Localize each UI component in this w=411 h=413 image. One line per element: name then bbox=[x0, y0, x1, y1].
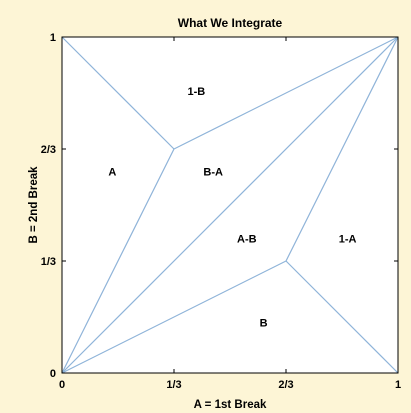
boundary-line-7 bbox=[285, 260, 399, 374]
boundary-line-4 bbox=[61, 36, 399, 374]
boundary-line-6 bbox=[285, 36, 399, 262]
x-tick-label-1: 0 bbox=[59, 379, 65, 391]
ticks-layer: 0 1/3 2/3 1 0 1/3 2/3 1 bbox=[41, 32, 401, 391]
diagram-title: What We Integrate bbox=[178, 16, 283, 30]
x-tick-label-3: 2/3 bbox=[278, 379, 293, 391]
x-tick-label-2: 1/3 bbox=[166, 379, 181, 391]
y-tick-label-4: 1 bbox=[50, 32, 56, 44]
boundary-line-3 bbox=[61, 148, 175, 374]
region-label-2: A bbox=[108, 166, 116, 178]
y-tick-label-2: 1/3 bbox=[41, 256, 56, 268]
plot-frame bbox=[61, 36, 399, 374]
x-axis-label: A = 1st Break bbox=[194, 399, 267, 411]
x-tick-label-4: 1 bbox=[395, 379, 401, 391]
y-tick-label-3: 2/3 bbox=[41, 144, 56, 156]
boundary-line-2 bbox=[173, 36, 399, 150]
region-label-6: B bbox=[260, 318, 268, 330]
y-tick-label-1: 0 bbox=[50, 368, 56, 380]
segments-layer bbox=[61, 36, 399, 374]
boundary-line-5 bbox=[61, 260, 287, 374]
region-label-5: 1-A bbox=[339, 234, 357, 246]
y-axis-label: B = 2nd Break bbox=[28, 166, 40, 244]
region-label-4: A-B bbox=[237, 234, 257, 246]
region-label-3: B-A bbox=[203, 166, 223, 178]
region-label-1: 1-B bbox=[188, 86, 206, 98]
boundary-line-1 bbox=[61, 36, 175, 150]
regions-layer: 1-B A B-A A-B 1-A B bbox=[108, 86, 356, 330]
